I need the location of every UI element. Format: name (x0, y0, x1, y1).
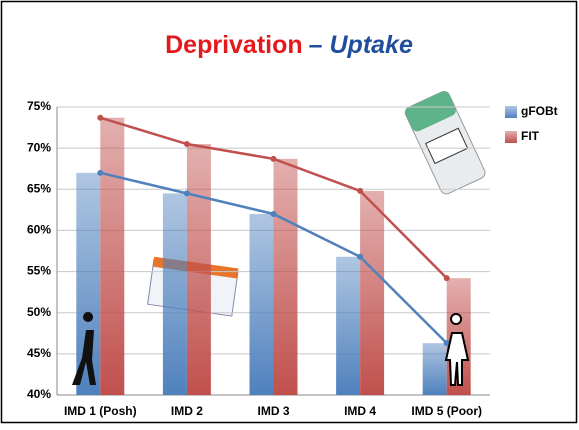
y-tick-label: 40% (27, 387, 51, 401)
bar (100, 117, 125, 395)
bar (249, 213, 274, 395)
line-marker (183, 190, 190, 197)
x-tick-label: IMD 2 (171, 404, 203, 418)
legend-label: FIT (521, 129, 540, 143)
y-tick-label: 55% (27, 264, 51, 278)
person-image (444, 313, 470, 386)
bar (422, 343, 447, 395)
title-main: Deprivation (165, 31, 303, 59)
golfer-image (72, 312, 96, 385)
y-tick-label: 70% (27, 140, 51, 154)
y-tick-label: 75% (27, 99, 51, 113)
x-tick-label: IMD 3 (257, 404, 289, 418)
x-tick-label: IMD 5 (Poor) (411, 404, 482, 418)
line-marker (443, 340, 450, 347)
line-marker (443, 275, 450, 282)
legend-swatch (505, 106, 517, 118)
line-marker (357, 187, 364, 194)
test-tube-image (404, 90, 486, 195)
title-suffix: – Uptake (309, 31, 413, 59)
bar (186, 144, 211, 395)
y-tick-label: 60% (27, 223, 51, 237)
y-tick-label: 45% (27, 346, 51, 360)
x-tick-label: IMD 1 (Posh) (64, 404, 137, 418)
line-marker (270, 155, 277, 162)
chart-title: Deprivation – Uptake (165, 31, 413, 59)
bar (273, 158, 298, 395)
line-marker (270, 210, 277, 217)
y-tick-label: 65% (27, 181, 51, 195)
line-marker (357, 253, 364, 260)
y-tick-label: 50% (27, 305, 51, 319)
legend-label: gFOBt (521, 104, 558, 118)
x-tick-label: IMD 4 (344, 404, 376, 418)
line-marker (97, 169, 104, 176)
legend-swatch (505, 131, 517, 143)
line-marker (183, 141, 190, 148)
line-marker (97, 114, 104, 121)
bar (336, 256, 361, 395)
bar (360, 190, 385, 395)
bar (162, 193, 187, 395)
